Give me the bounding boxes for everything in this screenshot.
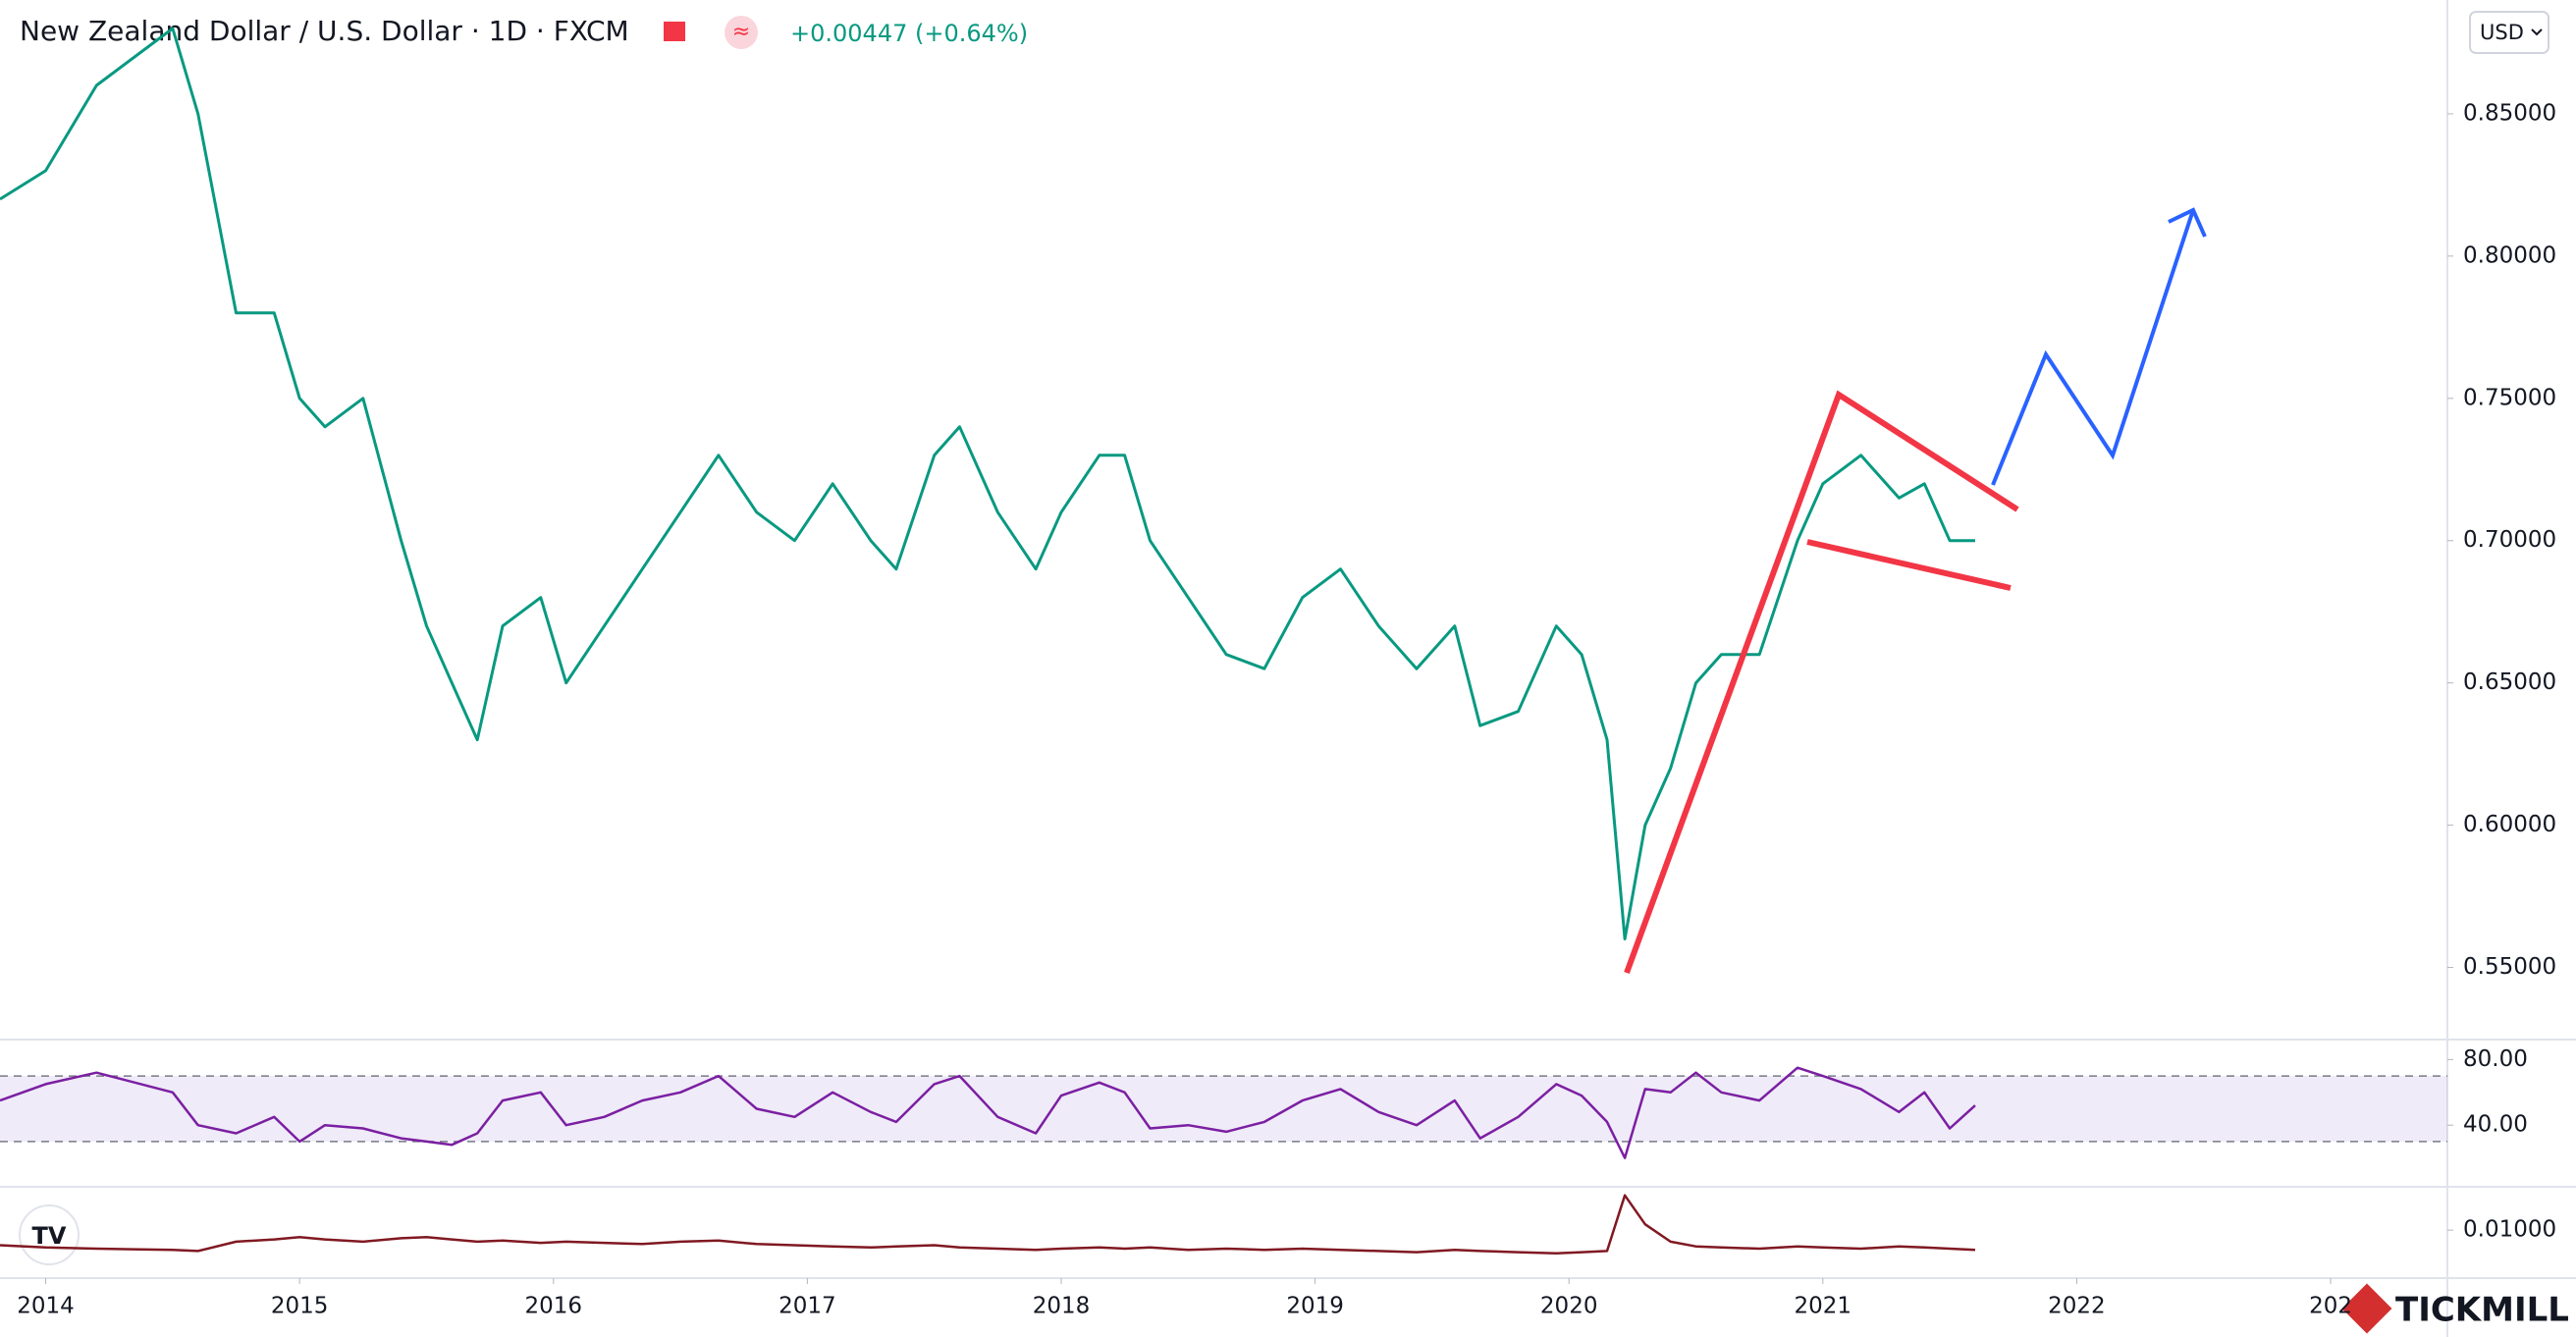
- brand-name: TICKMILL: [2395, 1291, 2569, 1330]
- trend-line: [1806, 539, 2012, 591]
- x-tick-label: 2018: [1033, 1294, 1091, 1319]
- indicator-icon-glyph: ≈: [732, 20, 750, 44]
- y-tick-label: 0.80000: [2463, 242, 2556, 268]
- symbol-title: New Zealand Dollar / U.S. Dollar · 1D · …: [20, 15, 629, 47]
- y-tick-label: 0.01000: [2463, 1217, 2556, 1243]
- currency-dropdown[interactable]: [2469, 11, 2549, 54]
- y-tick-label: 0.70000: [2463, 527, 2556, 553]
- y-tick-label: 0.60000: [2463, 812, 2556, 837]
- x-tick-label: 2016: [524, 1294, 582, 1319]
- tv-logo[interactable]: [19, 1204, 80, 1265]
- x-tick-label: 2017: [778, 1294, 836, 1319]
- y-tick-label: 0.75000: [2463, 385, 2556, 410]
- series-line: [0, 27, 1975, 940]
- x-tick-label: 2022: [2048, 1294, 2106, 1319]
- x-tick-label: 2020: [1540, 1294, 1598, 1319]
- y-tick-label: 80.00: [2463, 1046, 2528, 1072]
- currency-label: USD: [2480, 21, 2524, 44]
- x-tick-label: 2015: [271, 1294, 329, 1319]
- y-tick-label: 0.55000: [2463, 954, 2556, 980]
- x-tick-label: 2014: [17, 1294, 75, 1319]
- arrow-head: [2168, 207, 2207, 238]
- x-tick-label: 202: [2309, 1294, 2352, 1319]
- tv-logo-glyph: TV: [32, 1222, 67, 1250]
- x-tick-label: 2019: [1286, 1294, 1344, 1319]
- flag-icon[interactable]: [664, 22, 685, 41]
- trend-line: [1624, 390, 2019, 975]
- drawings: [1624, 207, 2207, 975]
- y-tick-label: 40.00: [2463, 1112, 2528, 1138]
- y-tick-label: 0.65000: [2463, 669, 2556, 695]
- series-line: [0, 1194, 1976, 1255]
- series-line: [0, 1066, 1976, 1159]
- projection-arrow: [1991, 209, 2195, 486]
- indicator-icon[interactable]: [724, 16, 758, 49]
- dropdown-caret: [2531, 28, 2543, 36]
- price-change: +0.00447 (+0.64%): [790, 20, 1028, 47]
- x-tick-label: 2021: [1795, 1294, 1852, 1319]
- y-tick-label: 0.85000: [2463, 100, 2556, 126]
